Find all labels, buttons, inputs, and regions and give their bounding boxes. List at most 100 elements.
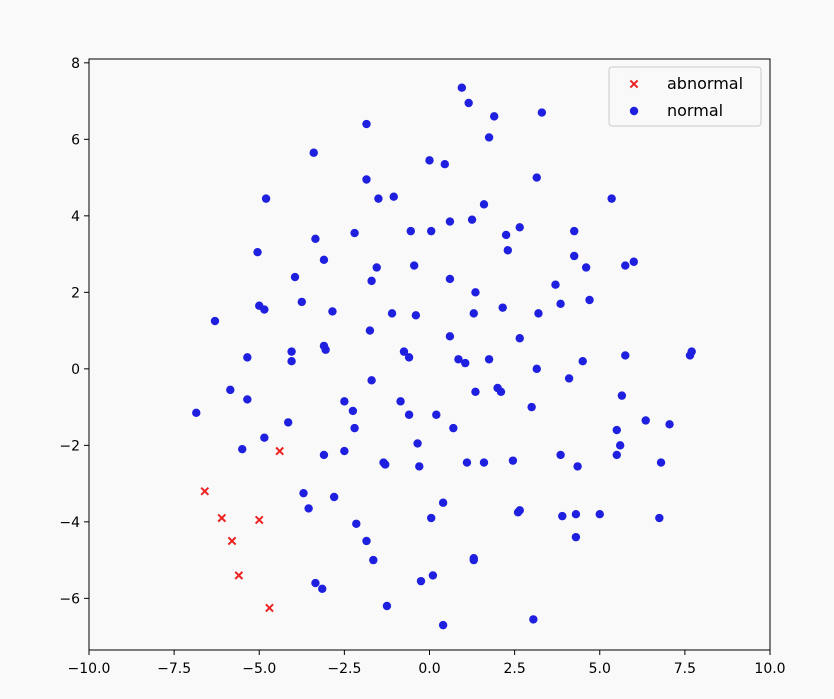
- normal-point: [655, 513, 664, 523]
- normal-point: [438, 620, 448, 630]
- normal-point: [299, 488, 308, 498]
- abnormal-point: [217, 513, 227, 523]
- normal-point: [471, 387, 480, 396]
- normal-point: [283, 418, 293, 427]
- normal-point: [415, 462, 424, 471]
- normal-point: [489, 112, 499, 121]
- normal-point: [615, 441, 625, 450]
- y-tick-label: 4: [71, 209, 80, 225]
- normal-point: [311, 578, 320, 588]
- normal-point: [365, 326, 375, 335]
- normal-point: [319, 450, 329, 460]
- normal-point: [469, 309, 478, 318]
- normal-point: [573, 462, 582, 471]
- normal-point: [534, 309, 543, 318]
- normal-point: [328, 307, 337, 316]
- normal-point: [396, 397, 405, 406]
- normal-point: [612, 425, 621, 435]
- x-tick-label: 5.0: [589, 661, 611, 677]
- normal-point: [571, 510, 581, 519]
- normal-point: [581, 263, 591, 272]
- normal-point: [564, 374, 574, 383]
- normal-point: [537, 108, 547, 117]
- normal-point: [532, 364, 541, 374]
- abnormal-point: [200, 486, 210, 496]
- normal-point: [570, 251, 579, 261]
- normal-point: [665, 420, 674, 429]
- normal-point: [389, 192, 398, 201]
- normal-point: [321, 345, 330, 354]
- y-axis: −6 −4 −2 0 2 4 6 8: [59, 56, 89, 607]
- normal-point: [416, 576, 426, 586]
- normal-point: [304, 504, 313, 513]
- legend-entry-abnormal: abnormal: [629, 74, 743, 93]
- abnormal-point: [227, 536, 237, 546]
- normal-point: [527, 402, 536, 412]
- normal-point: [469, 555, 478, 565]
- x-tick-label: 7.5: [674, 661, 696, 677]
- legend-label-normal: normal: [667, 101, 723, 120]
- normal-point: [381, 460, 390, 469]
- y-tick-label: 6: [71, 132, 80, 148]
- normal-point: [629, 257, 638, 266]
- normal-point: [340, 397, 349, 406]
- normal-point: [382, 601, 392, 611]
- normal-point: [612, 450, 621, 460]
- normal-point: [287, 356, 296, 366]
- normal-point: [362, 536, 371, 546]
- y-tick-label: −2: [59, 438, 80, 454]
- normal-point: [471, 288, 480, 297]
- normal-point: [428, 571, 438, 580]
- normal-point: [404, 353, 414, 362]
- normal-point: [427, 513, 436, 523]
- normal-point: [318, 584, 327, 593]
- data-points: [192, 83, 696, 630]
- normal-point: [413, 439, 422, 448]
- normal-point: [496, 387, 506, 396]
- normal-point: [309, 148, 318, 157]
- normal-point: [464, 98, 473, 108]
- normal-point: [290, 272, 300, 282]
- legend-box: [608, 66, 762, 127]
- normal-point: [261, 194, 271, 203]
- y-tick-label: 8: [71, 56, 80, 72]
- normal-point: [621, 351, 630, 360]
- normal-point: [440, 159, 450, 169]
- normal-point: [621, 261, 630, 270]
- normal-point: [260, 305, 269, 314]
- normal-point: [409, 261, 419, 270]
- normal-point: [399, 347, 409, 356]
- normal-point: [454, 355, 463, 364]
- x-axis: −10.0 −7.5 −5.0 −2.5 0.0 2.5 5.0 7.5 10.0: [68, 650, 786, 677]
- normal-point: [513, 508, 523, 517]
- normal-point: [404, 410, 414, 419]
- normal-point: [432, 410, 441, 419]
- normal-point: [387, 309, 397, 318]
- normal-point: [484, 355, 494, 364]
- normal-point: [367, 376, 376, 385]
- legend-entry-normal: normal: [629, 101, 723, 120]
- normal-point: [406, 226, 415, 236]
- normal-point: [641, 416, 650, 425]
- normal-point: [362, 119, 371, 129]
- normal-point: [287, 347, 296, 356]
- abnormal-point: [234, 571, 244, 580]
- normal-point: [445, 217, 455, 226]
- legend: abnormal normal: [608, 66, 762, 127]
- x-tick-label: −7.5: [157, 661, 191, 677]
- normal-point: [449, 423, 458, 433]
- normal-point: [253, 247, 262, 257]
- normal-point: [238, 444, 247, 454]
- normal-point: [498, 303, 507, 312]
- abnormal-point: [254, 515, 264, 525]
- normal-point: [425, 156, 434, 165]
- normal-point: [372, 263, 381, 272]
- normal-point: [578, 356, 587, 366]
- normal-point: [656, 458, 666, 467]
- normal-point: [348, 406, 358, 416]
- normal-point: [362, 175, 371, 184]
- normal-point: [558, 511, 567, 521]
- normal-point: [457, 83, 467, 92]
- y-tick-label: −6: [59, 591, 80, 607]
- normal-point: [260, 433, 269, 442]
